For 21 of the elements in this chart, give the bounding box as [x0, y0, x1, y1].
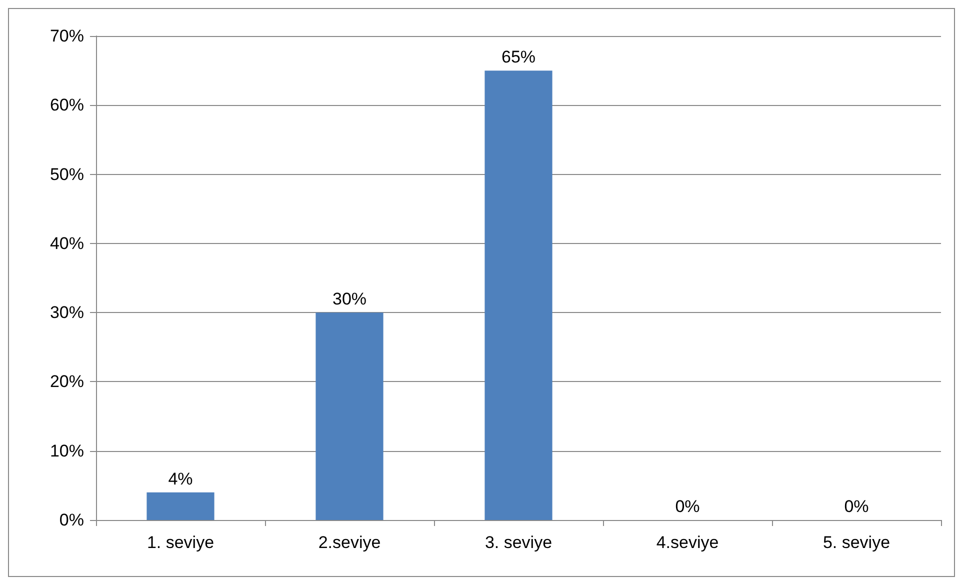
data-label: 4%: [168, 469, 193, 488]
data-label: 0%: [844, 497, 869, 516]
data-label: 0%: [675, 497, 700, 516]
data-label: 30%: [332, 290, 367, 309]
y-tick-label: 70%: [50, 26, 84, 46]
y-tick-label: 10%: [50, 441, 84, 460]
bar: [146, 492, 214, 520]
data-label: 65%: [501, 48, 536, 67]
x-tick-label: 4.seviye: [656, 533, 719, 552]
y-tick-label: 0%: [59, 510, 84, 530]
y-tick-label: 40%: [50, 234, 84, 253]
x-tick-label: 3. seviye: [484, 533, 552, 552]
y-tick-label: 60%: [50, 96, 84, 115]
y-tick-label: 30%: [50, 303, 84, 322]
x-tick-label: 5. seviye: [822, 533, 890, 552]
bar: [316, 312, 384, 520]
bar: [484, 70, 552, 520]
y-tick-label: 50%: [50, 164, 84, 184]
y-tick-label: 20%: [50, 372, 84, 392]
x-tick-label: 2.seviye: [318, 533, 381, 552]
x-tick-label: 1. seviye: [146, 533, 214, 552]
